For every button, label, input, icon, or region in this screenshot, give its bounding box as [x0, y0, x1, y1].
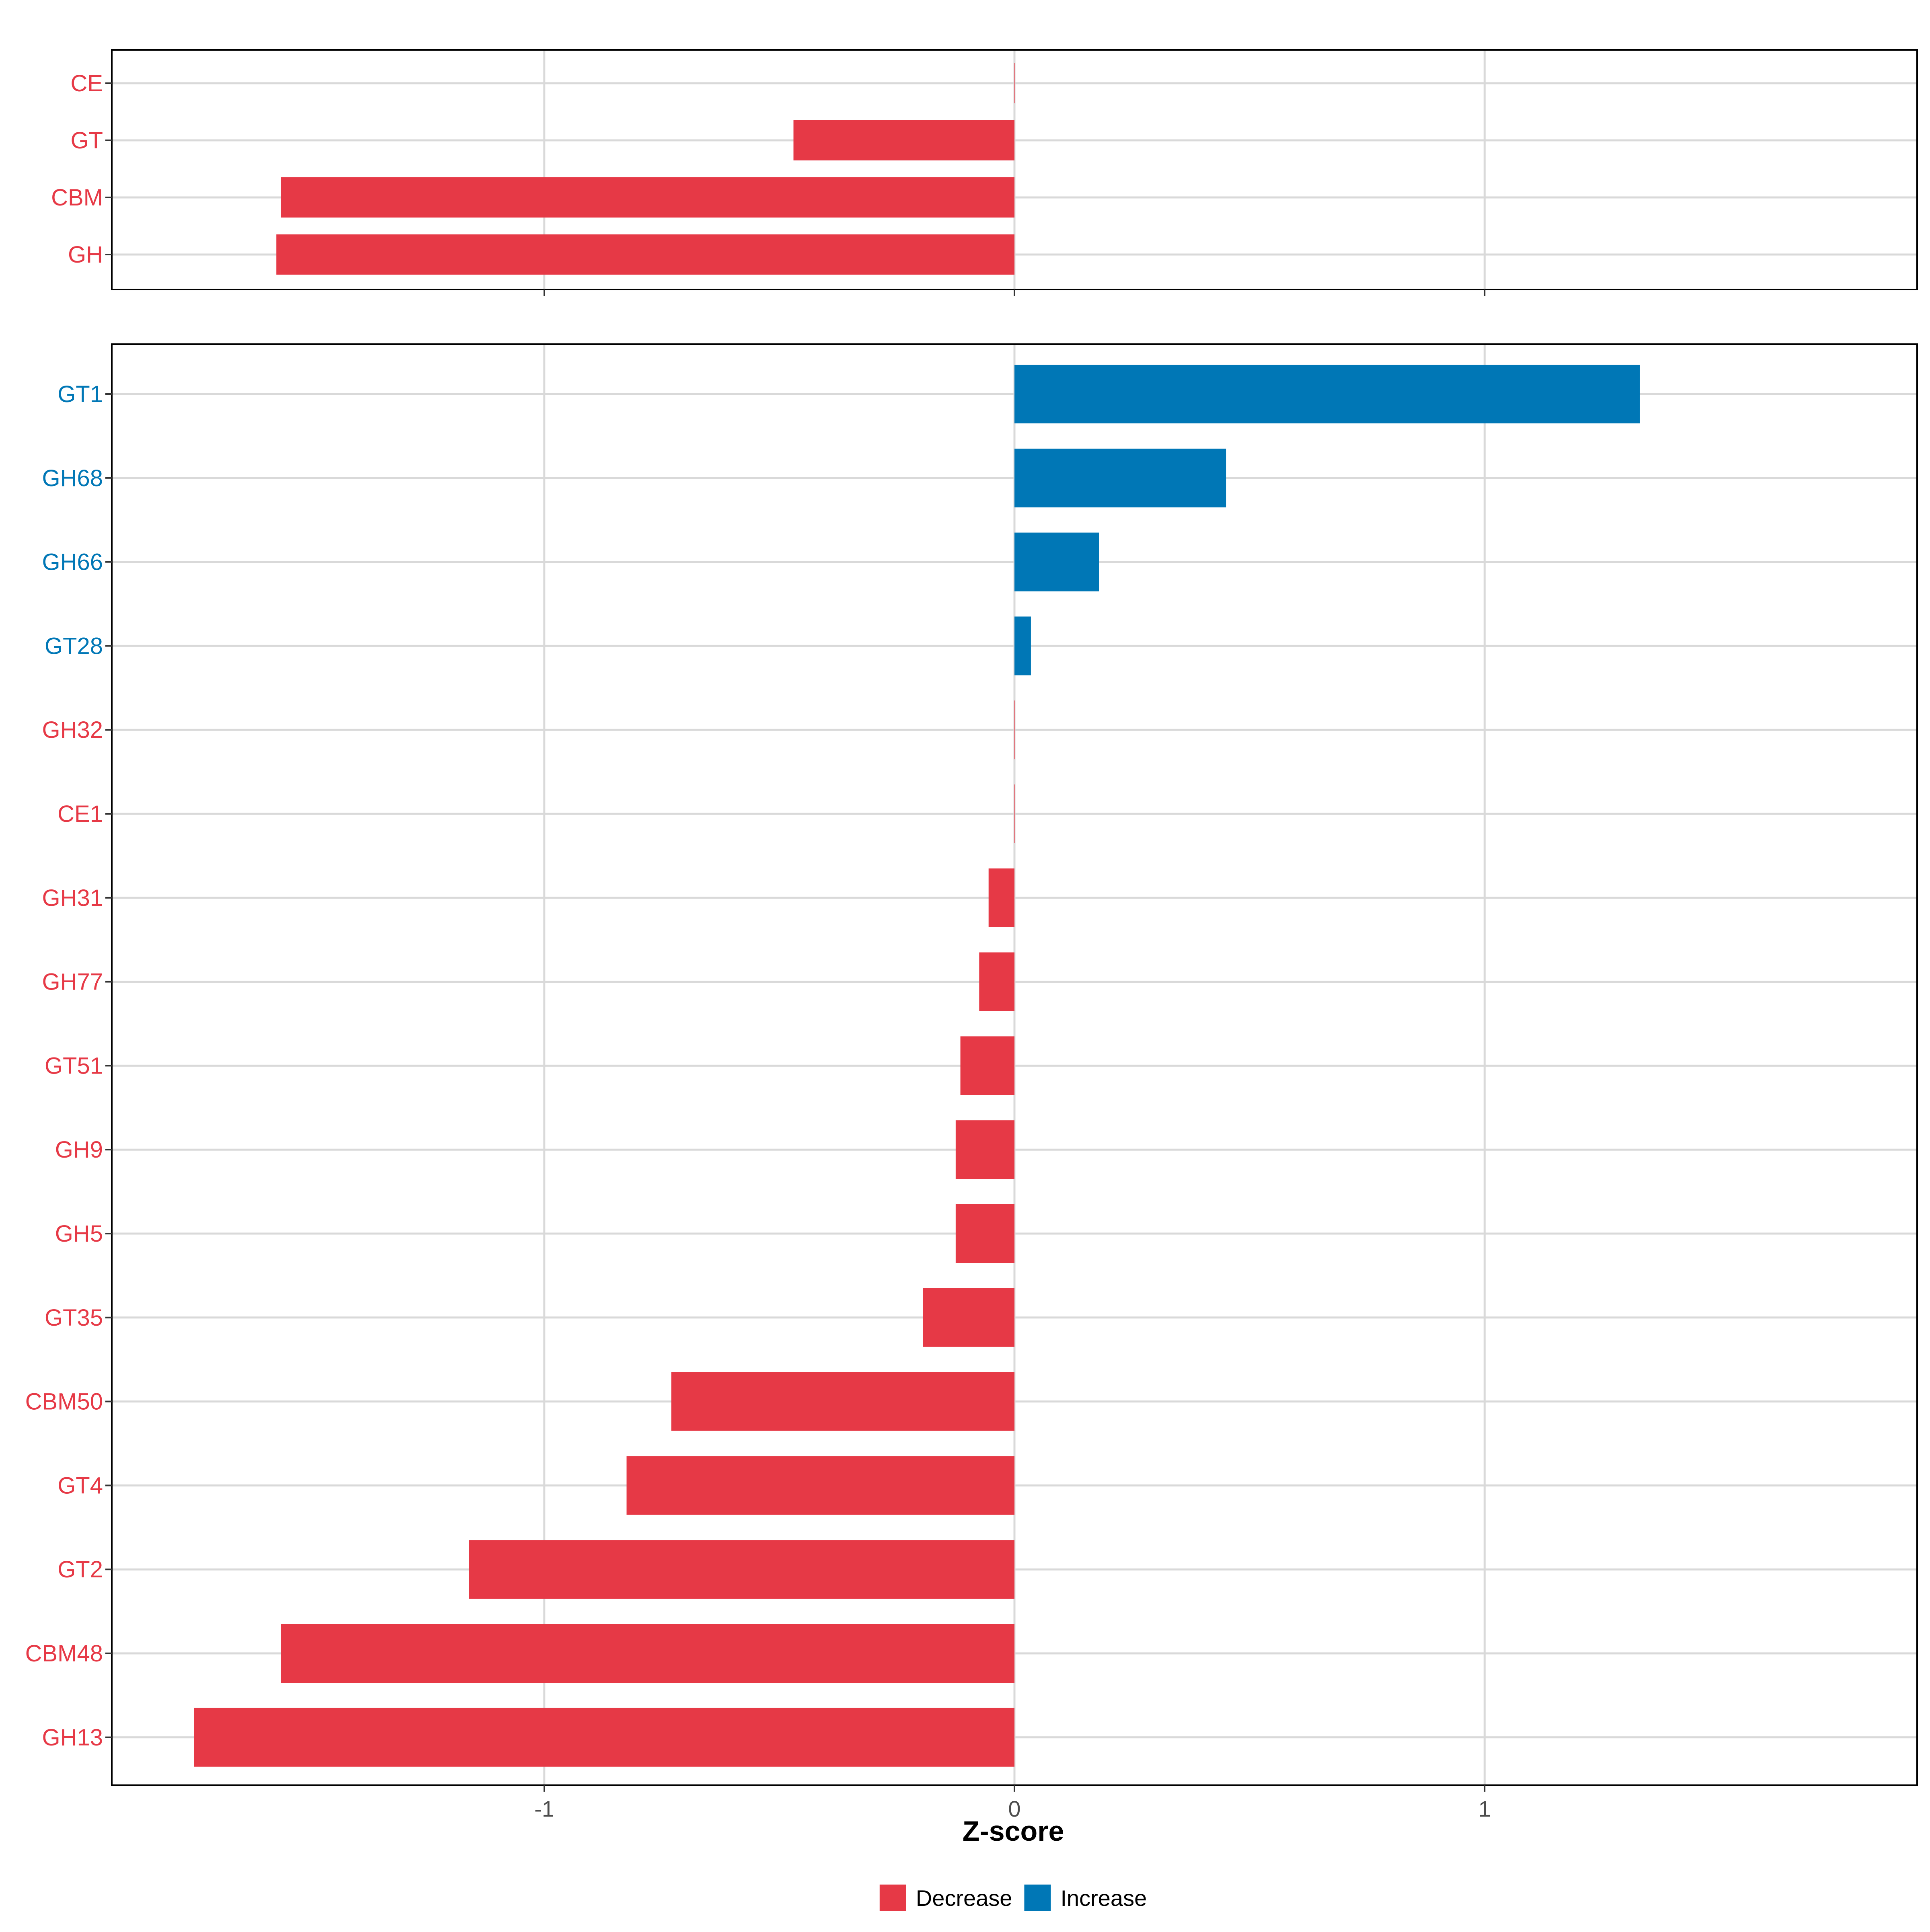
bar-gh68 [1014, 448, 1226, 507]
bar-ce1 [1014, 784, 1015, 843]
y-tick-label: GT1 [57, 381, 103, 407]
bar-cbm50 [671, 1372, 1014, 1431]
bar-gt2 [469, 1540, 1014, 1599]
bar-gh13 [194, 1708, 1014, 1767]
bar-cbm [281, 177, 1014, 218]
y-tick-label: GH66 [42, 549, 103, 575]
bar-gt1 [1014, 365, 1640, 423]
y-tick-label: GH9 [55, 1137, 103, 1163]
y-tick-label: GT4 [57, 1472, 103, 1499]
legend-swatch-increase [1024, 1885, 1051, 1911]
bar-gt35 [922, 1288, 1014, 1347]
y-tick-label: GT35 [45, 1305, 103, 1331]
bar-gh5 [955, 1204, 1014, 1263]
x-tick-label: -1 [534, 1796, 554, 1821]
bar-gh9 [955, 1120, 1014, 1179]
bar-gh31 [988, 868, 1014, 927]
bar-cbm48 [281, 1624, 1014, 1683]
y-tick-label: GH32 [42, 717, 103, 743]
panel-bottom: GT1 GH68 GH66 GT28 GH32 CE1 GH31 GH77 GT51 GH9 GH5… [25, 343, 1918, 1821]
y-tick-label: GH77 [42, 969, 103, 995]
bar-gt [793, 120, 1014, 160]
chart-panels: CEGTCBMGHGT1GH68GH66GT28GH32CE1GH31GH77G… [25, 49, 1918, 1821]
y-tick-label: GT2 [57, 1556, 103, 1583]
y-tick-label: CBM50 [25, 1389, 103, 1415]
legend-swatch-decrease [879, 1885, 906, 1911]
y-tick-label: GT51 [45, 1053, 103, 1079]
panel-top: CE GT CBM GH [51, 49, 1918, 296]
bar-ce [1014, 63, 1015, 103]
bar-gt51 [960, 1036, 1014, 1095]
bar-gt4 [626, 1456, 1014, 1515]
bar-gh32 [1014, 700, 1015, 760]
legend-label-decrease: Decrease [916, 1885, 1012, 1911]
x-axis-title: Z-score [963, 1815, 1064, 1847]
bar-gh77 [979, 952, 1014, 1011]
legend-label-increase: Increase [1060, 1885, 1147, 1911]
y-tick-label: GH13 [42, 1725, 103, 1751]
y-tick-label: CBM [51, 185, 103, 211]
y-tick-label: GT28 [45, 633, 103, 659]
bar-gh [276, 234, 1014, 275]
bar-gh66 [1014, 532, 1099, 591]
y-tick-label: GH31 [42, 885, 103, 911]
y-tick-label: CE [70, 70, 103, 96]
legend: Decrease Increase [879, 1885, 1147, 1911]
y-tick-label: GH5 [55, 1221, 103, 1247]
bar-gt28 [1014, 616, 1031, 675]
y-tick-label: CE1 [57, 801, 103, 827]
y-tick-label: GT [70, 127, 103, 154]
y-tick-label: CBM48 [25, 1640, 103, 1667]
x-tick-label: 0 [1008, 1796, 1020, 1821]
y-tick-label: GH68 [42, 465, 103, 491]
y-tick-label: GH [68, 242, 103, 268]
x-tick-label: 1 [1478, 1796, 1491, 1821]
